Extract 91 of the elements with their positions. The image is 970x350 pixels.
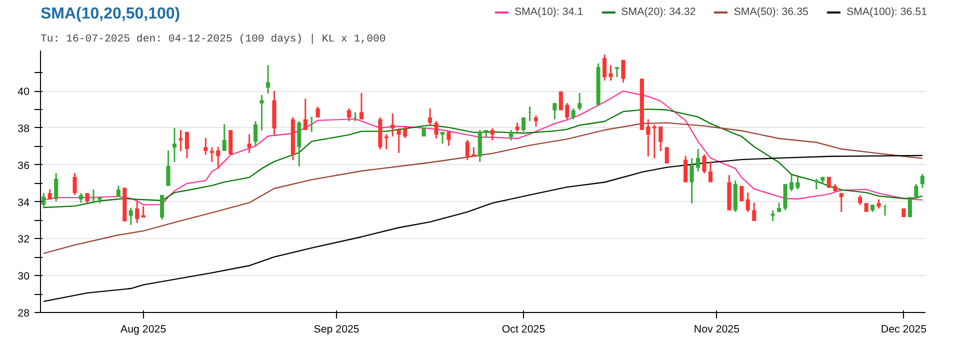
candlestick: [78, 192, 84, 204]
candlestick: [135, 200, 140, 224]
candlestick: [54, 172, 58, 202]
candlestick: [247, 134, 252, 154]
candlestick: [552, 102, 557, 120]
candlestick: [184, 131, 189, 159]
candlestick: [465, 139, 470, 161]
candlestick: [839, 192, 844, 213]
x-tick-label: Oct 2025: [502, 324, 546, 336]
line-series: [43, 154, 923, 302]
candlestick: [48, 188, 52, 201]
chart-title: SMA(10,20,50,100): [40, 6, 180, 22]
y-tick-label: 30: [18, 270, 30, 283]
y-tick-label: 38: [18, 122, 30, 135]
legend-label: SMA(100): 36.51: [846, 6, 927, 18]
candlestick: [490, 128, 494, 142]
candlestick: [303, 98, 308, 131]
candlestick: [914, 183, 918, 198]
y-tick-label: 28: [18, 308, 30, 320]
candlestick: [359, 92, 364, 120]
candlestick: [253, 120, 258, 146]
candlestick: [390, 112, 395, 138]
candlestick: [920, 173, 924, 189]
y-tick-label: 40: [18, 86, 30, 98]
candlestick: [658, 126, 663, 152]
candlestick: [396, 128, 401, 154]
candlestick: [608, 64, 613, 82]
candlestick: [85, 192, 90, 204]
candlestick: [752, 202, 756, 222]
candlestick: [204, 137, 208, 156]
candlestick: [172, 127, 177, 163]
x-tick-label: Nov 2025: [694, 324, 740, 336]
candlestick: [515, 122, 520, 133]
candlestick: [621, 59, 626, 84]
candlestick: [565, 102, 570, 120]
candlestick: [222, 124, 226, 152]
candlestick: [216, 146, 220, 170]
candlestick: [702, 154, 706, 174]
candlestick: [260, 94, 264, 132]
candlestick: [777, 202, 782, 213]
candlestick: [521, 116, 526, 133]
legend-label: SMA(50): 36.35: [734, 6, 808, 18]
x-tick-label: Dec 2025: [880, 324, 927, 336]
chart-subtitle: Tu: 16-07-2025 den: 04-12-2025 (100 days) | KL x 1,000: [40, 34, 386, 46]
candlestick: [316, 106, 320, 118]
candlestick: [746, 192, 750, 213]
candlestick: [472, 146, 476, 158]
candlestick: [42, 192, 46, 209]
candlestick: [882, 204, 888, 216]
candlestick: [908, 196, 912, 218]
x-tick-label: Sep 2025: [314, 324, 360, 336]
x-tick-label: Aug 2025: [120, 324, 166, 336]
candlestick: [160, 194, 164, 220]
candlestick: [310, 116, 314, 133]
candlestick: [266, 64, 270, 94]
candlestick: [876, 198, 881, 210]
candlestick: [696, 148, 700, 172]
candlestick: [614, 66, 620, 78]
candlestick: [72, 172, 77, 196]
y-tick-label: 32: [18, 234, 30, 246]
candlestick: [690, 157, 694, 204]
candlestick: [128, 207, 133, 226]
legend-label: SMA(20): 34.32: [621, 6, 696, 18]
candlestick: [346, 108, 352, 122]
candlestick: [684, 155, 688, 183]
candlestick: [858, 194, 862, 206]
candlestick: [434, 120, 438, 140]
y-tick-label: 34: [18, 196, 30, 209]
candlestick: [534, 114, 538, 128]
candlestick: [652, 124, 656, 159]
legend-label: SMA(10): 34.1: [514, 6, 584, 18]
candlestick: [789, 174, 794, 192]
y-tick-label: 36: [18, 160, 30, 172]
candlestick: [708, 160, 713, 183]
candlestick: [353, 112, 358, 122]
candlestick: [664, 146, 669, 164]
candlestick: [528, 106, 532, 122]
candlestick: [796, 176, 800, 190]
candlestick: [178, 129, 183, 152]
line-series: [43, 122, 923, 254]
candlestick: [403, 126, 408, 139]
candlestick: [210, 146, 214, 163]
candlestick: [602, 54, 607, 82]
candlestick: [578, 92, 582, 112]
candlestick: [446, 131, 451, 146]
candlestick: [571, 108, 576, 120]
candlestick: [166, 150, 170, 187]
candlestick: [558, 90, 563, 112]
candlestick: [509, 129, 514, 142]
candlestick: [646, 118, 650, 158]
candlestick: [428, 108, 432, 126]
